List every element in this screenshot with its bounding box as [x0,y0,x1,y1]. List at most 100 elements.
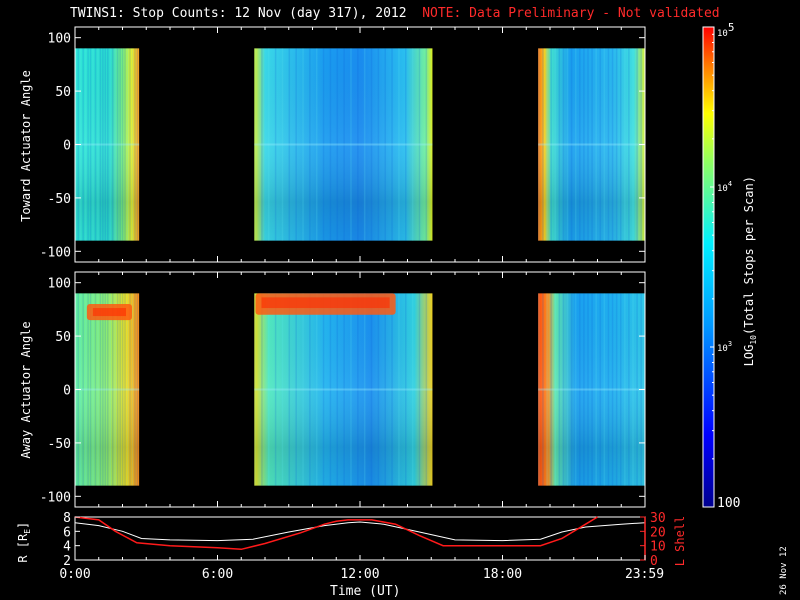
toward-streak [583,48,585,241]
toward-streak [109,48,112,241]
away-streak [574,293,577,486]
away-band-shade [538,293,645,486]
toward-streak [131,48,134,241]
toward-streak [274,48,277,241]
away-streak [309,293,311,486]
away-ytick-label: 0 [63,384,71,399]
away-streak [554,293,556,486]
toward-streak [550,48,552,241]
toward-band-shade [254,48,433,241]
orbit-left-tick-label: 2 [63,554,71,569]
toward-streak [121,48,124,241]
x-tick-label: 23:59 [625,567,664,582]
away-streak [109,293,112,486]
away-band-shade [254,293,433,486]
x-tick-label: 6:00 [202,567,233,582]
date-stamp: 26 Nov 12 [779,546,789,595]
away-ytick-label: -100 [40,490,71,505]
toward-streak [116,48,119,241]
away-streak [558,293,561,486]
toward-ytick-label: 100 [48,32,71,47]
toward-streak [107,48,109,241]
away-streak [350,293,352,486]
toward-streak [302,48,304,241]
toward-ylabel: Toward Actuator Angle [19,70,33,222]
toward-streak [405,48,407,241]
away-streak [363,293,366,486]
away-streak [126,293,129,486]
away-streak [587,293,589,486]
toward-streak [309,48,311,241]
away-streak [411,293,414,486]
toward-streak [336,48,339,241]
toward-streak [136,48,139,241]
orbit-left-tick-label: 6 [63,525,71,540]
toward-streak [134,48,136,241]
orbit-left-tick-label: 8 [63,511,71,526]
toward-streak [281,48,284,241]
away-streak [107,293,109,486]
toward-ytick-label: -50 [48,192,71,207]
away-streak [619,293,622,486]
away-ytick-label: 100 [48,277,71,292]
toward-streak [632,48,634,241]
away-streak [254,293,256,486]
away-streak [322,293,325,486]
away-streak [99,293,102,486]
away-streak [336,293,339,486]
away-streak [425,293,428,486]
chart-title: TWINS1: Stop Counts: 12 Nov (day 317), 2… [70,6,720,21]
toward-ytick-label: 50 [55,85,71,100]
away-streak [119,293,121,486]
away-streak [599,293,602,486]
toward-streak [261,48,263,241]
colorbar-tick-label: 103 [717,340,732,354]
away-streak [377,293,380,486]
away-streak [124,293,126,486]
away-high-count-core [92,308,126,317]
toward-streak [418,48,421,241]
toward-streak [591,48,593,241]
toward-streak [570,48,573,241]
away-streak [538,293,540,486]
toward-streak [129,48,131,241]
colorbar [702,26,715,508]
toward-streak [119,48,121,241]
away-ytick-label: 50 [55,330,71,345]
away-streak [370,293,373,486]
away-streak [603,293,606,486]
orbit-right-ylabel: L Shell [673,515,687,567]
r-distance-line [74,521,646,542]
away-streak [562,293,565,486]
away-streak [136,293,139,486]
toward-streak [615,48,618,241]
away-streak [134,293,136,486]
away-streak [116,293,119,486]
toward-streak [99,48,102,241]
x-axis-label: Time (UT) [330,584,401,599]
orbit-left-tick-label: 4 [63,540,71,555]
preliminary-note: NOTE: Data Preliminary - Not validated [422,6,720,21]
away-streak [384,293,386,486]
away-streak [579,293,581,486]
toward-streak [574,48,577,241]
away-streak [315,293,318,486]
away-streak [102,293,104,486]
toward-streak [104,48,107,241]
away-band-shade [75,293,140,486]
away-streak [607,293,610,486]
l-shell-line [74,516,598,551]
orbit-right-tick-label: 10 [650,540,666,555]
away-streak [615,293,618,486]
toward-streak [554,48,556,241]
x-tick-label: 18:00 [483,567,522,582]
x-tick-label: 12:00 [340,567,379,582]
away-streak [624,293,626,486]
orbit-left-ylabel: R [RE] [15,521,33,563]
away-streak [595,293,597,486]
toward-streak [558,48,561,241]
away-streak [268,293,270,486]
colorbar-tick-label: 105 [717,21,734,39]
toward-streak [124,48,126,241]
toward-streak [126,48,129,241]
